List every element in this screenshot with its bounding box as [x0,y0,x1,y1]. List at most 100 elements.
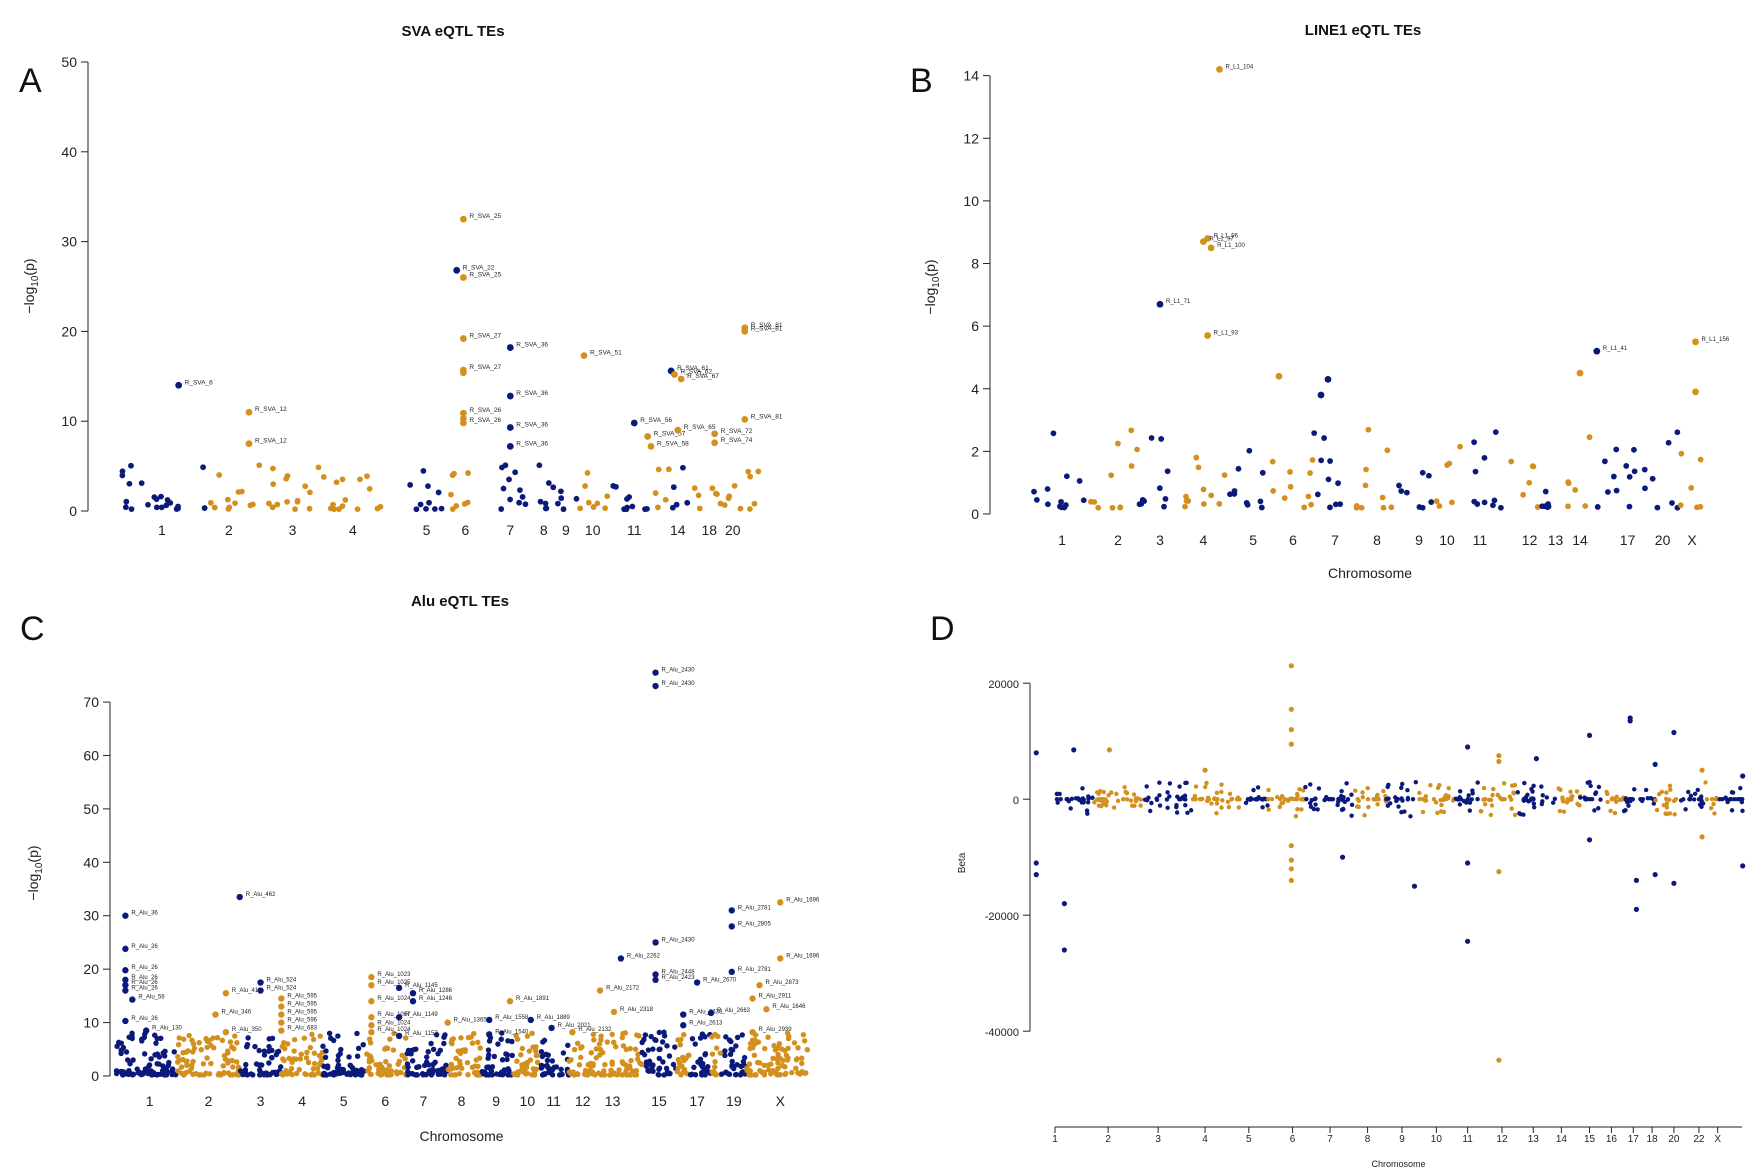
data-point [1633,877,1640,884]
data-point [496,1071,503,1078]
data-point [680,1022,687,1029]
data-point [1185,810,1190,815]
data-point [1095,504,1102,511]
data-point [476,1055,483,1061]
data-point [1122,784,1127,790]
data-point [1550,800,1556,805]
y-tick-label: 6 [971,318,979,334]
data-point [1515,790,1520,795]
data-point [745,468,752,475]
x-tick-label: 3 [1156,532,1164,548]
data-point [1202,767,1208,773]
data-point [1512,782,1518,788]
data-point [1465,860,1471,866]
y-tick-label: 50 [83,801,99,817]
data-point [1193,784,1199,789]
data-point [506,998,514,1005]
data-point [609,1031,615,1038]
data-point [1467,800,1473,805]
data-point [596,987,604,994]
data-point [1288,866,1294,872]
data-point [438,505,445,512]
data-point [234,1059,240,1065]
data-point [158,493,164,500]
data-point [169,1071,175,1078]
data-point [158,1035,164,1042]
data-point [1712,811,1717,816]
data-point [232,1033,238,1039]
data-point [1251,787,1256,793]
data-point [322,1054,329,1061]
data-point [1539,784,1544,789]
data-point [302,1071,308,1077]
data-point [1050,430,1057,437]
data-point [1604,489,1611,495]
y-tick-label: 0 [1013,795,1019,807]
data-point [1569,794,1574,799]
data-point [1344,781,1349,786]
data-point [1307,470,1313,476]
data-point [1574,789,1580,794]
x-tick-label: 6 [1290,1134,1296,1145]
data-point [1471,498,1478,505]
x-tick-label: 4 [298,1093,306,1109]
data-point [634,1032,640,1038]
data-point [737,505,744,512]
point-label: R_Alu_2670 [703,978,737,984]
data-point [153,504,160,511]
data-point [266,1060,272,1066]
data-point [574,1071,580,1077]
x-tick-label: 9 [1399,1134,1405,1145]
data-point [499,1030,505,1036]
data-point [635,1051,641,1058]
data-point [1435,810,1440,816]
data-point [315,464,322,471]
data-point [460,335,467,342]
y-tick-label: 60 [83,747,99,763]
data-point [1128,463,1135,469]
point-label: R_SVA_27 [469,364,501,371]
data-point [709,1069,715,1075]
x-tick-label: 16 [1606,1134,1618,1145]
data-point [386,1063,393,1069]
data-point [1643,787,1649,793]
data-point [560,1050,567,1056]
data-point [498,1036,504,1042]
data-point [286,1055,292,1062]
data-point [1664,805,1670,810]
data-point [1375,802,1380,807]
data-point [353,1067,360,1074]
data-point [629,503,636,510]
data-point [591,1037,597,1043]
y-tick-label: -20000 [985,911,1019,923]
data-point [211,504,218,511]
x-tick-label: 17 [1628,1134,1640,1145]
data-point [296,1066,303,1073]
data-point [1475,796,1480,802]
data-point [695,1059,701,1065]
data-point [1380,504,1387,511]
data-point [163,502,170,509]
data-point [1724,796,1729,802]
data-point [1092,800,1097,805]
data-point [1623,463,1630,469]
point-label: R_Alu_26 [131,975,158,981]
data-point [1688,793,1694,799]
data-point [1148,435,1155,441]
data-point [1090,795,1095,800]
data-point [1327,458,1333,464]
data-point [428,1040,434,1047]
data-point [536,462,543,469]
data-point [460,369,467,377]
data-point [298,1051,304,1058]
data-point [1124,797,1130,802]
data-point [335,1033,341,1039]
data-point [1190,796,1196,802]
data-point [426,499,432,506]
data-point [256,1047,262,1054]
data-point [1612,810,1618,816]
x-tick-label: 8 [1365,1134,1371,1145]
data-point [645,1047,652,1053]
data-point [516,499,523,506]
